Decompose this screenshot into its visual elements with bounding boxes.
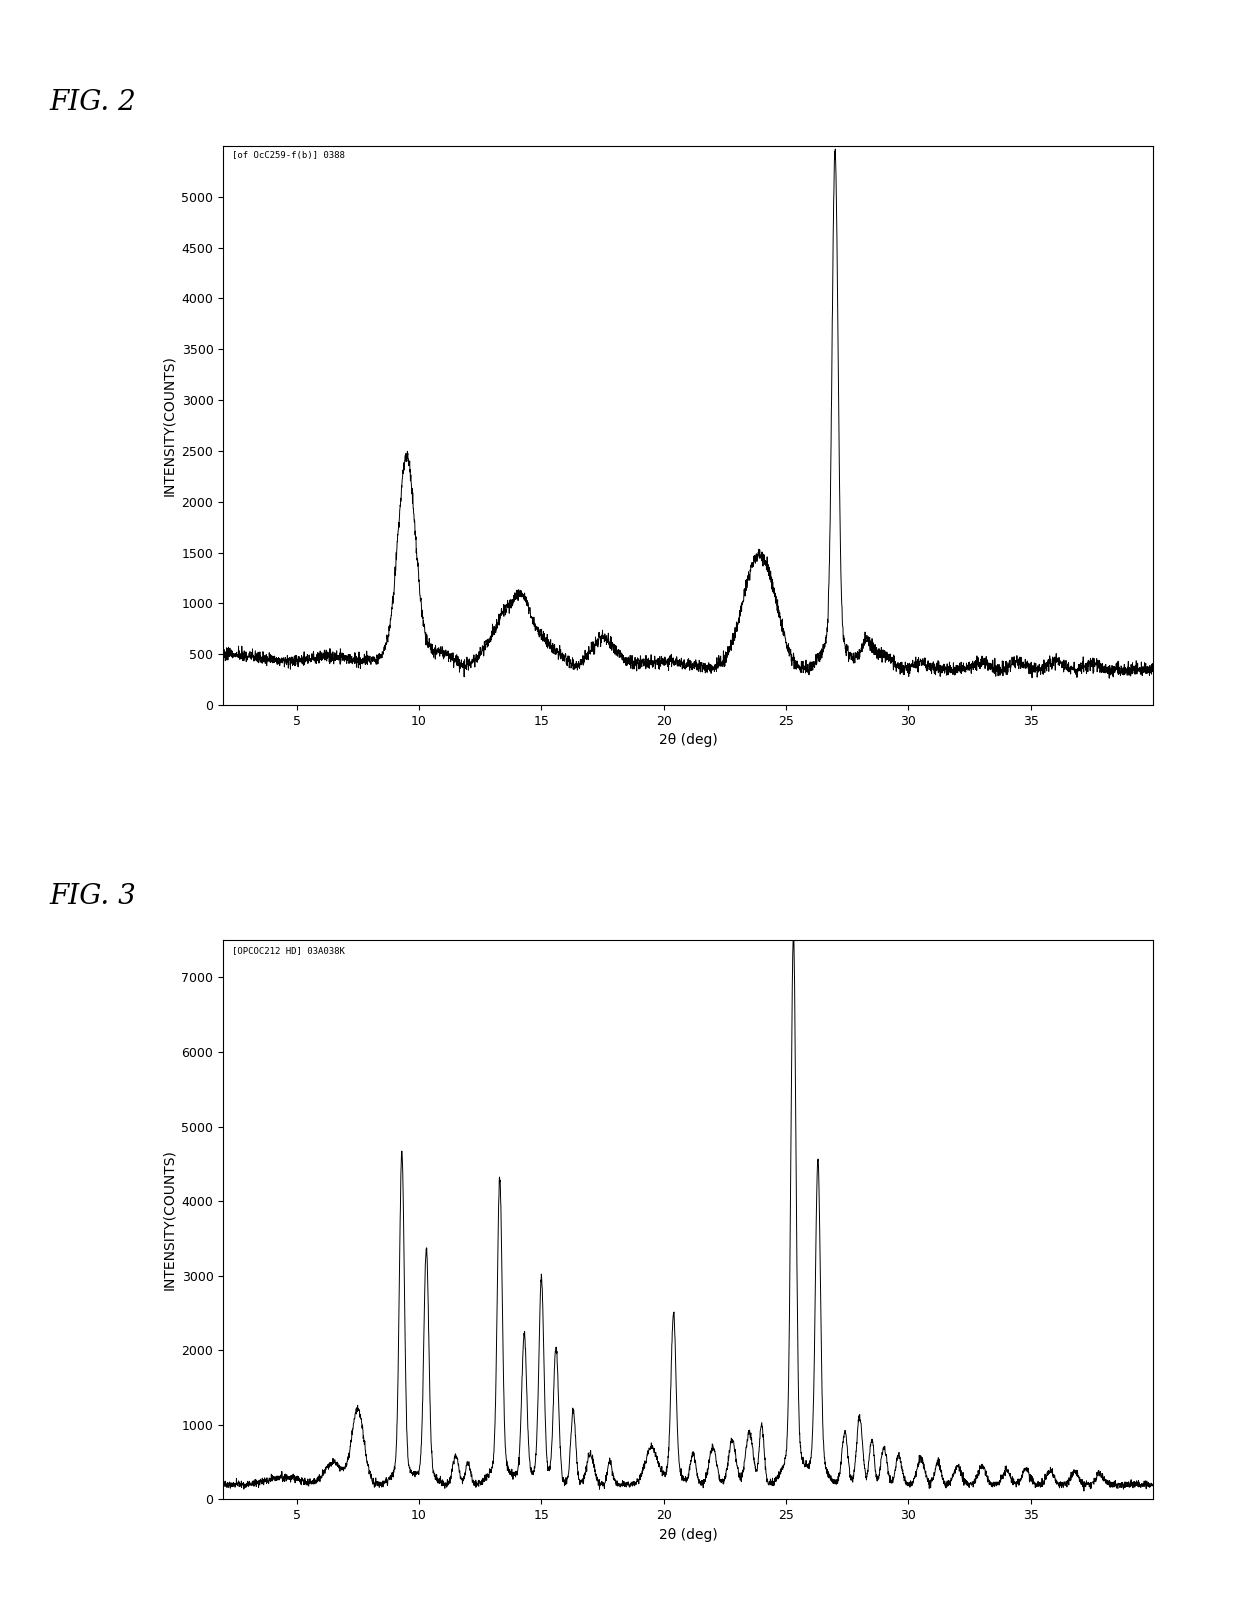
Text: [OPCOC212 HD] 03A038K: [OPCOC212 HD] 03A038K bbox=[233, 945, 346, 955]
X-axis label: 2θ (deg): 2θ (deg) bbox=[658, 1527, 718, 1542]
Text: FIG. 3: FIG. 3 bbox=[50, 883, 136, 911]
Y-axis label: INTENSITY(COUNTS): INTENSITY(COUNTS) bbox=[162, 355, 176, 496]
Y-axis label: INTENSITY(COUNTS): INTENSITY(COUNTS) bbox=[162, 1149, 176, 1290]
X-axis label: 2θ (deg): 2θ (deg) bbox=[658, 733, 718, 747]
Text: [of OcC259-f(b)] 0388: [of OcC259-f(b)] 0388 bbox=[233, 151, 346, 160]
Text: FIG. 2: FIG. 2 bbox=[50, 89, 136, 117]
